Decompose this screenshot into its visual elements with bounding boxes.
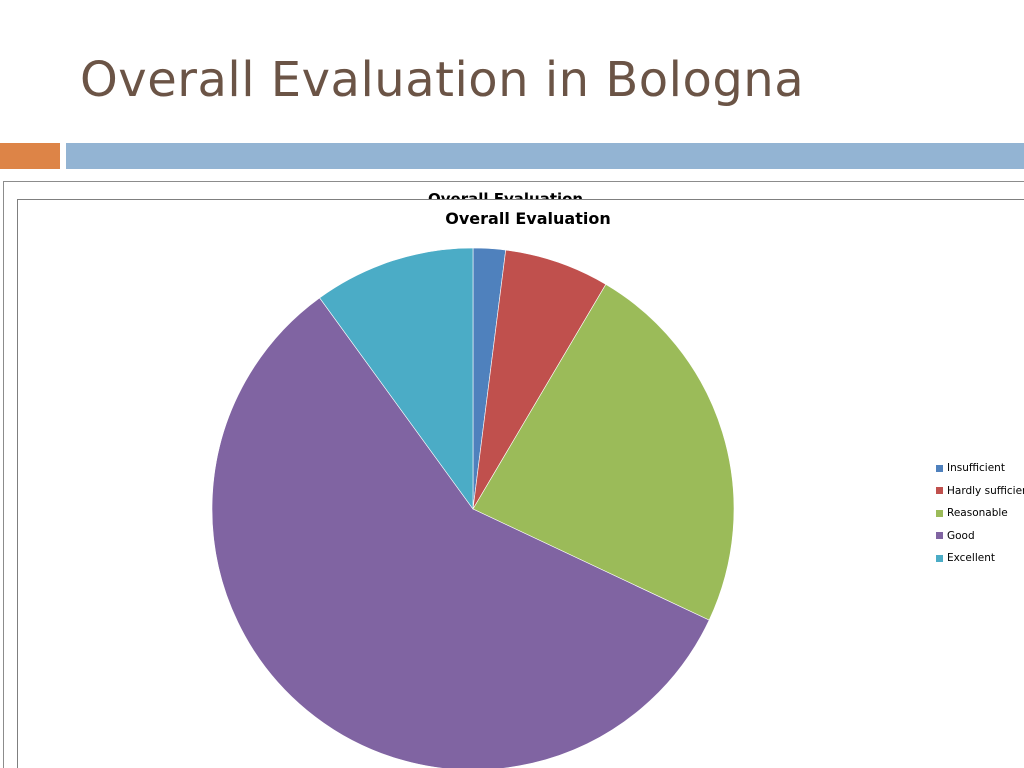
legend-label: Good: [947, 529, 975, 542]
legend-item-excellent: Excellent: [936, 547, 1024, 570]
legend-label: Insufficient: [947, 462, 1005, 475]
legend-item-good: Good: [936, 525, 1024, 548]
chart-title-background: Overall Evaluation: [428, 190, 584, 200]
chart-legend: Insufficient Hardly sufficient Reasonable G…: [936, 457, 1024, 570]
legend-item-hardly-sufficient: Hardly sufficient: [936, 480, 1024, 503]
legend-label: Reasonable: [947, 507, 1008, 520]
accent-bar-blue: [66, 143, 1024, 169]
legend-swatch: [936, 464, 943, 472]
legend-swatch: [936, 509, 943, 517]
legend-swatch: [936, 532, 943, 540]
legend-label: Hardly sufficient: [947, 484, 1024, 497]
slide-title: Overall Evaluation in Bologna: [80, 52, 805, 108]
legend-label: Excellent: [947, 552, 995, 565]
legend-item-insufficient: Insufficient: [936, 457, 1024, 480]
pie-slice-good[interactable]: [211, 297, 710, 768]
legend-swatch: [936, 554, 943, 562]
chart-title: Overall Evaluation: [445, 209, 611, 228]
pie-slice-reasonable[interactable]: [472, 283, 735, 621]
legend-item-reasonable: Reasonable: [936, 502, 1024, 525]
legend-swatch: [936, 487, 943, 495]
pie-slice-excellent[interactable]: [319, 247, 474, 510]
accent-bar-orange: [0, 143, 60, 169]
